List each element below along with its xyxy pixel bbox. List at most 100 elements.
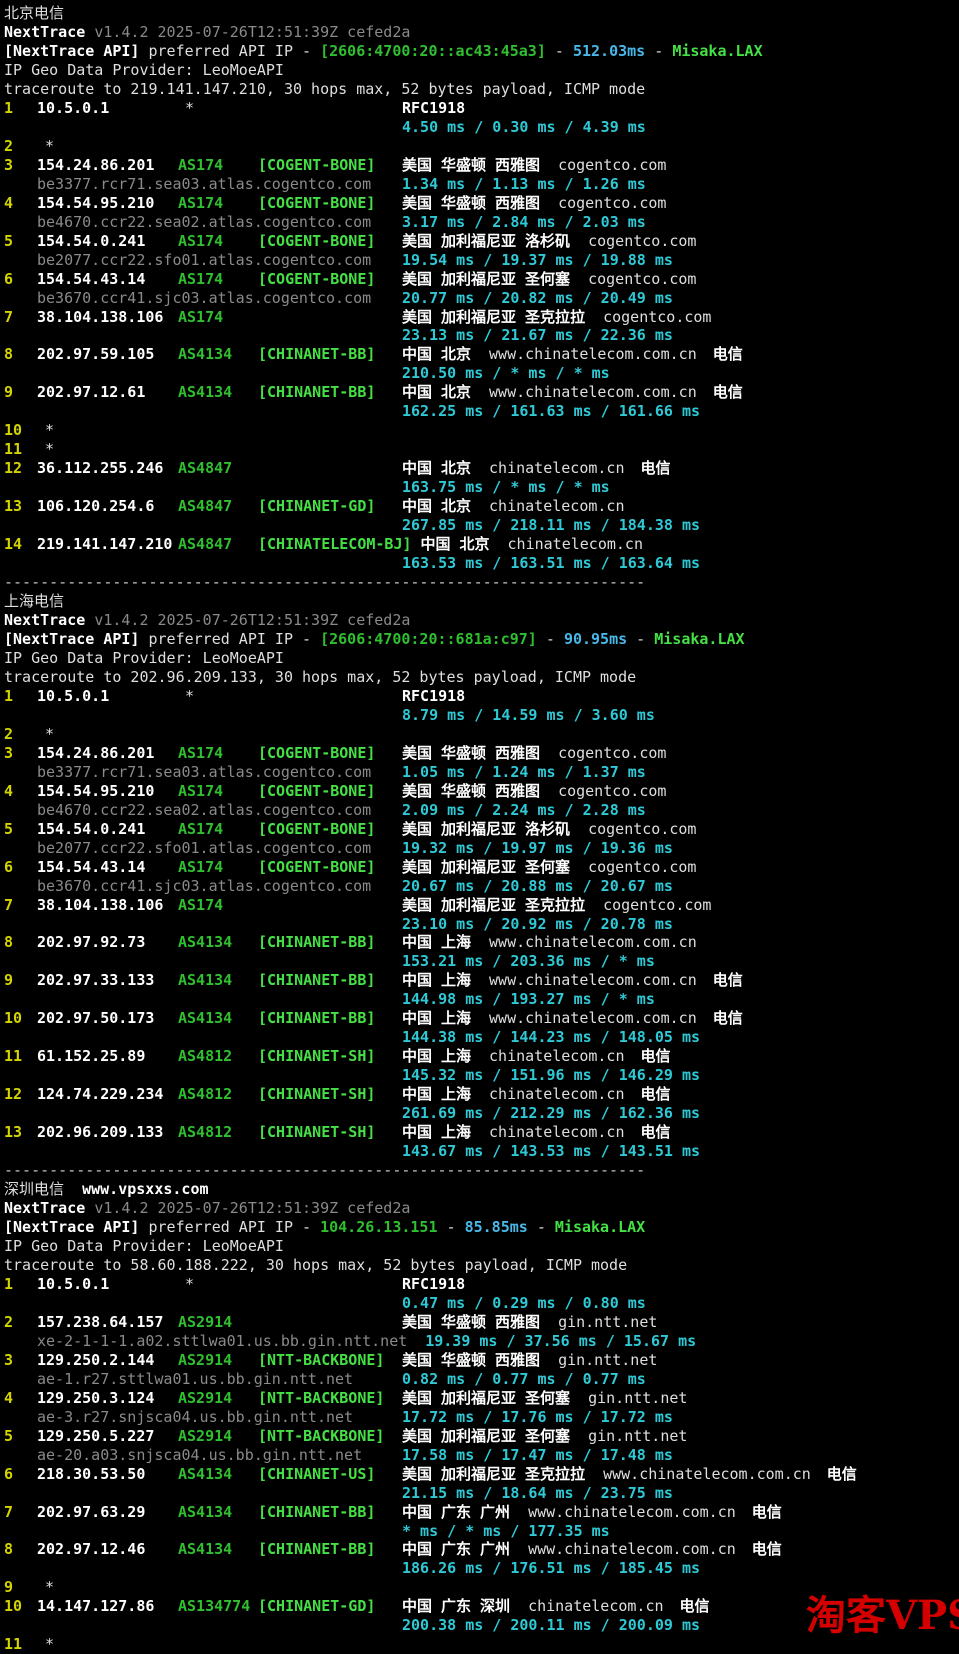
- hop-detail-row: * ms / * ms / 177.35 ms: [0, 1522, 959, 1541]
- hop-ip: 10.5.0.1: [37, 98, 110, 117]
- hop-timeout-star: *: [45, 440, 55, 459]
- hop-hostname: ae-1.r27.sttlwa01.us.bb.gin.ntt.net: [37, 1369, 354, 1388]
- hop-row: 1 10.5.0.1 * RFC1918: [0, 1275, 959, 1294]
- hop-network-tag: [CHINANET-BB]: [258, 971, 376, 990]
- hop-domain: gin.ntt.net: [558, 1312, 658, 1331]
- header-segment: [85, 23, 94, 41]
- header-segment: -: [545, 41, 573, 60]
- hop-geo-block: 中国 北京 chinatelecom.cn: [421, 535, 644, 554]
- hop-hostname: be3377.rcr71.sea03.atlas.cogentco.com: [37, 762, 372, 781]
- header-segment: [85, 611, 94, 629]
- header-segment: NextTrace: [4, 22, 86, 41]
- hop-latency: 144.98 ms / 193.27 ms / * ms: [402, 990, 655, 1009]
- hop-detail-row: xe-2-1-1-1.a02.sttlwa01.us.bb.gin.ntt.ne…: [0, 1332, 959, 1351]
- hop-domain: cogentco.com: [558, 193, 667, 212]
- hop-number: 5: [4, 819, 14, 838]
- hop-hostname: ae-3.r27.snjsca04.us.bb.gin.ntt.net: [37, 1407, 354, 1426]
- hop-row: 4 129.250.3.124 AS2914 [NTT-BACKBONE] 美国 加利福…: [0, 1389, 959, 1408]
- hop-geo: 美国 加利福尼亚 圣何塞: [402, 1388, 571, 1407]
- section-title-segment: [64, 1180, 82, 1198]
- hop-hostname: ae-20.a03.snjsca04.us.bb.gin.ntt.net: [37, 1445, 363, 1464]
- header-segment: IP Geo Data Provider: LeoMoeAPI: [4, 648, 284, 667]
- hop-star: *: [185, 686, 195, 705]
- hop-geo-block: 美国 加利福尼亚 圣克拉拉 cogentco.com: [402, 896, 711, 915]
- hop-geo: 美国 加利福尼亚 洛杉矶: [402, 819, 571, 838]
- header-segment: -: [536, 629, 564, 648]
- hop-carrier: 电信: [826, 1464, 857, 1483]
- hop-row: 7 38.104.138.106 AS174 美国 加利福尼亚 圣克拉拉 cogentc…: [0, 896, 959, 915]
- hop-number: 9: [4, 1578, 14, 1597]
- hop-timeout-star: *: [45, 136, 55, 155]
- hop-geo: 美国 华盛顿 西雅图: [402, 155, 541, 174]
- hop-network-tag: [COGENT-BONE]: [258, 193, 376, 212]
- header-line: IP Geo Data Provider: LeoMoeAPI: [0, 649, 959, 668]
- hop-row: 5 154.54.0.241 AS174 [COGENT-BONE] 美国 加利福尼亚 …: [0, 232, 959, 251]
- hop-network-tag: [CHINATELECOM-BJ]: [258, 535, 412, 554]
- hop-row: 2 157.238.64.157 AS2914 美国 华盛顿 西雅图 gin.ntt.n…: [0, 1313, 959, 1332]
- hop-number: 8: [4, 345, 14, 364]
- hop-network-tag: [NTT-BACKBONE]: [258, 1426, 385, 1445]
- hop-row: 1 10.5.0.1 * RFC1918: [0, 687, 959, 706]
- hop-domain: www.chinatelecom.com.cn: [528, 1540, 736, 1559]
- hop-geo: 美国 华盛顿 西雅图: [402, 193, 541, 212]
- hop-number: 12: [4, 459, 23, 478]
- hop-number: 7: [4, 1502, 14, 1521]
- hop-geo-block: 美国 加利福尼亚 圣何塞 cogentco.com: [402, 858, 696, 877]
- hop-network-tag: [COGENT-BONE]: [258, 857, 376, 876]
- hop-number: 9: [4, 383, 14, 402]
- header-segment: -: [437, 1218, 465, 1236]
- hop-domain: gin.ntt.net: [558, 1350, 658, 1369]
- section-title: 上海电信: [0, 592, 959, 611]
- hop-row: 12 36.112.255.246 AS4847 中国 北京 chinatelecom.…: [0, 459, 959, 478]
- hop-asn: AS174: [178, 781, 224, 800]
- hop-row: 4 154.54.95.210 AS174 [COGENT-BONE] 美国 华盛顿 西…: [0, 194, 959, 213]
- hop-network-tag: [CHINANET-BB]: [258, 345, 376, 364]
- hop-detail-row: ae-3.r27.snjsca04.us.bb.gin.ntt.net 17.72…: [0, 1408, 959, 1427]
- hop-network-tag: [NTT-BACKBONE]: [258, 1350, 385, 1369]
- hop-asn: AS174: [178, 743, 224, 762]
- hop-number: 3: [4, 743, 14, 762]
- header-segment: NextTrace: [4, 1199, 86, 1218]
- hop-latency: 23.13 ms / 21.67 ms / 22.36 ms: [402, 326, 673, 345]
- hop-detail-row: 261.69 ms / 212.29 ms / 162.36 ms: [0, 1104, 959, 1123]
- hop-asn: AS4134: [178, 1540, 233, 1559]
- hop-row: 5 129.250.5.227 AS2914 [NTT-BACKBONE] 美国 加利福…: [0, 1427, 959, 1446]
- hop-geo: RFC1918: [402, 1274, 466, 1293]
- hop-ip: 154.54.95.210: [37, 781, 155, 800]
- hop-number: 6: [4, 1464, 14, 1483]
- hop-latency: 3.17 ms / 2.84 ms / 2.03 ms: [402, 212, 646, 231]
- hop-latency: 267.85 ms / 218.11 ms / 184.38 ms: [402, 516, 701, 535]
- hop-geo: RFC1918: [402, 98, 466, 117]
- header-segment: 512.03ms: [572, 41, 646, 60]
- header-line: IP Geo Data Provider: LeoMoeAPI: [0, 61, 959, 80]
- hop-row: 8 202.97.12.46 AS4134 [CHINANET-BB] 中国 广东 广州…: [0, 1540, 959, 1559]
- hop-hostname: be4670.ccr22.sea02.atlas.cogentco.com: [37, 800, 372, 819]
- hop-row: 2 *: [0, 725, 959, 744]
- hop-detail-row: 153.21 ms / 203.36 ms / * ms: [0, 952, 959, 971]
- header-segment: preferred API IP -: [139, 629, 321, 648]
- hop-domain: chinatelecom.cn: [489, 497, 625, 516]
- hop-timeout-star: *: [45, 421, 55, 440]
- hop-latency: 1.34 ms / 1.13 ms / 1.26 ms: [402, 174, 646, 193]
- hop-domain: chinatelecom.cn: [489, 1085, 625, 1104]
- hop-asn: AS4847: [178, 459, 233, 478]
- hop-detail-row: 267.85 ms / 218.11 ms / 184.38 ms: [0, 516, 959, 535]
- hop-asn: AS2914: [178, 1312, 233, 1331]
- hop-number: 6: [4, 857, 14, 876]
- hop-detail-row: be2077.ccr22.sfo01.atlas.cogentco.com 19.…: [0, 251, 959, 270]
- header-segment: traceroute to 219.141.147.210, 30 hops m…: [4, 79, 646, 98]
- hop-ip: 124.74.229.234: [37, 1085, 164, 1104]
- hop-latency: 186.26 ms / 176.51 ms / 185.45 ms: [402, 1559, 701, 1578]
- hop-hostname: be3377.rcr71.sea03.atlas.cogentco.com: [37, 174, 372, 193]
- hop-number: 13: [4, 1123, 23, 1142]
- hop-network-tag: [CHINANET-BB]: [258, 383, 376, 402]
- hop-row: 5 154.54.0.241 AS174 [COGENT-BONE] 美国 加利福尼亚 …: [0, 820, 959, 839]
- hop-geo: 中国 北京: [402, 345, 472, 364]
- hop-number: 5: [4, 231, 14, 250]
- hop-carrier: 电信: [640, 1123, 671, 1142]
- hop-row: 1 10.5.0.1 * RFC1918: [0, 99, 959, 118]
- hop-domain: chinatelecom.cn: [489, 1047, 625, 1066]
- hop-geo-block: 美国 加利福尼亚 洛杉矶 cogentco.com: [402, 232, 696, 251]
- hop-geo-block: RFC1918: [402, 99, 465, 118]
- hop-geo: 美国 华盛顿 西雅图: [402, 781, 541, 800]
